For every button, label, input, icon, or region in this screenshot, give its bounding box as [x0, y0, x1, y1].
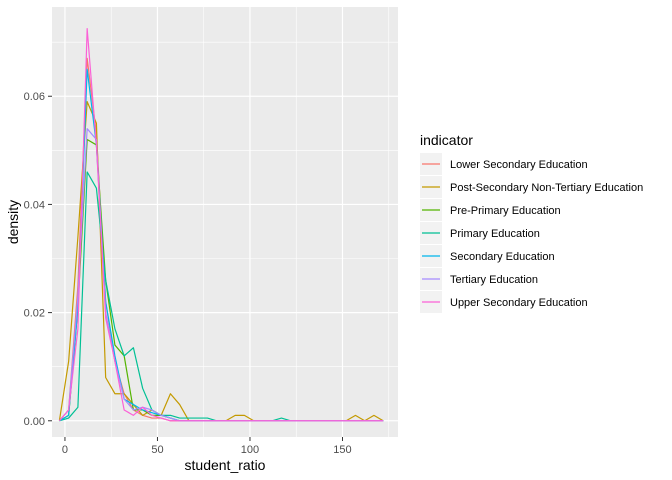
- legend-label-5: Secondary Education: [450, 251, 555, 263]
- legend-label-2: Post-Secondary Non-Tertiary Education: [450, 182, 643, 194]
- series-line-7: [58, 28, 384, 422]
- legend-label-1: Lower Secondary Education: [450, 159, 588, 171]
- legend-title: indicator: [420, 132, 473, 148]
- plot-panel: [52, 7, 398, 437]
- x-tick-label: 100: [241, 444, 259, 456]
- legend: indicator Lower Secondary Education Post-…: [420, 132, 643, 313]
- legend-label-7: Upper Secondary Education: [450, 297, 588, 309]
- y-tick-label: 0.00: [24, 416, 45, 428]
- legend-label-4: Primary Education: [450, 228, 540, 240]
- x-axis-title: student_ratio: [185, 457, 266, 473]
- y-axis: 0.00 0.02 0.04 0.06: [24, 91, 52, 428]
- y-tick-label: 0.06: [24, 91, 45, 103]
- y-tick-label: 0.02: [24, 308, 45, 320]
- y-axis-title: density: [5, 200, 21, 244]
- series-lines: [58, 28, 384, 422]
- x-axis: 0 50 100 150: [62, 437, 352, 456]
- legend-label-3: Pre-Primary Education: [450, 205, 561, 217]
- minor-gridlines: [52, 7, 398, 437]
- x-tick-label: 150: [333, 444, 351, 456]
- x-tick-label: 0: [62, 444, 68, 456]
- y-tick-label: 0.04: [24, 199, 45, 211]
- legend-label-6: Tertiary Education: [450, 274, 538, 286]
- x-tick-label: 50: [151, 444, 163, 456]
